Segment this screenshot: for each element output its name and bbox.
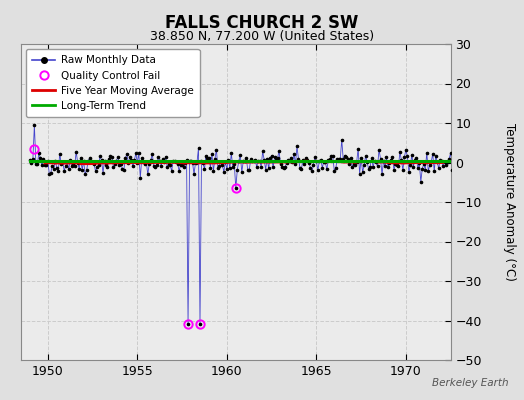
Text: 38.850 N, 77.200 W (United States): 38.850 N, 77.200 W (United States) [150, 30, 374, 43]
Y-axis label: Temperature Anomaly (°C): Temperature Anomaly (°C) [503, 123, 516, 281]
Text: FALLS CHURCH 2 SW: FALLS CHURCH 2 SW [165, 14, 359, 32]
Text: Berkeley Earth: Berkeley Earth [432, 378, 508, 388]
Legend: Raw Monthly Data, Quality Control Fail, Five Year Moving Average, Long-Term Tren: Raw Monthly Data, Quality Control Fail, … [26, 49, 200, 117]
